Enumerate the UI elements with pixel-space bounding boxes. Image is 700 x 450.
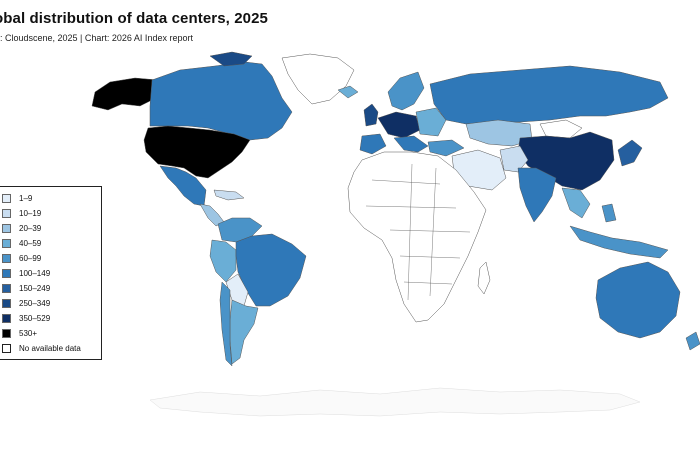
legend-swatch (2, 299, 11, 308)
legend-swatch (2, 209, 11, 218)
region-arctic-islands (209, 51, 253, 67)
region-alaska (91, 77, 159, 111)
region-china (517, 131, 615, 191)
region-indonesia (569, 225, 669, 259)
region-greenland (281, 53, 355, 105)
legend-label: 60–99 (19, 254, 42, 263)
legend-swatch (2, 224, 11, 233)
region-new-zealand (685, 331, 700, 351)
map-subtitle: e: Cloudscene, 2025 | Chart: 2026 AI Ind… (0, 33, 193, 43)
region-india (517, 167, 557, 223)
legend-label: 20–39 (19, 224, 42, 233)
map-title: obal distribution of data centers, 2025 (0, 10, 268, 27)
region-antarctica (149, 387, 641, 417)
legend-swatch (2, 194, 11, 203)
region-peru (209, 239, 237, 283)
legend-swatch (2, 284, 11, 293)
region-northern-south-america (217, 217, 263, 243)
legend-swatch (2, 269, 11, 278)
region-japan (617, 139, 643, 167)
legend-swatch (2, 239, 11, 248)
legend-swatch (2, 314, 11, 323)
legend-swatch (2, 254, 11, 263)
legend-label: 10–19 (19, 209, 42, 218)
legend-item: No available data (2, 343, 81, 354)
legend-item: 530+ (2, 328, 37, 339)
region-southeast-asia (561, 187, 591, 219)
region-turkey (427, 139, 465, 157)
legend-swatch (2, 344, 11, 353)
region-philippines (601, 203, 617, 223)
legend-label: 150–249 (19, 284, 51, 293)
legend-label: 40–59 (19, 239, 42, 248)
legend-label: 250–349 (19, 299, 51, 308)
region-usa (143, 125, 251, 179)
region-bolivia-paraguay (225, 273, 249, 307)
region-southern-europe (393, 135, 429, 153)
legend-label: No available data (19, 344, 81, 353)
legend-label: 1–9 (19, 194, 33, 203)
region-eastern-europe (415, 107, 447, 137)
region-russia (429, 65, 669, 125)
legend-label: 100–149 (19, 269, 51, 278)
region-western-europe (377, 111, 421, 139)
legend-item: 350–529 (2, 313, 50, 324)
legend-item: 10–19 (2, 208, 41, 219)
legend-item: 150–249 (2, 283, 50, 294)
legend-item: 40–59 (2, 238, 41, 249)
region-scandinavia (387, 71, 425, 111)
legend-label: 530+ (19, 329, 38, 338)
region-madagascar (477, 261, 491, 295)
legend-label: 350–529 (19, 314, 51, 323)
legend-item: 20–39 (2, 223, 41, 234)
region-australia (595, 261, 681, 339)
legend-item: 250–349 (2, 298, 50, 309)
region-iran (499, 145, 529, 173)
legend-item: 1–9 (2, 193, 32, 204)
region-iberia (359, 133, 387, 155)
region-mongolia (539, 119, 583, 139)
legend: 1–9 10–19 20–39 40–59 60–99 100–149 150–… (0, 186, 102, 360)
legend-item: 60–99 (2, 253, 41, 264)
region-chile (219, 281, 233, 367)
legend-swatch (2, 329, 11, 338)
region-brazil (235, 233, 307, 307)
region-caribbean (213, 189, 245, 201)
region-argentina (229, 299, 259, 365)
region-uk (363, 103, 379, 127)
region-africa (347, 151, 487, 323)
legend-item: 100–149 (2, 268, 50, 279)
region-iceland (337, 85, 359, 99)
